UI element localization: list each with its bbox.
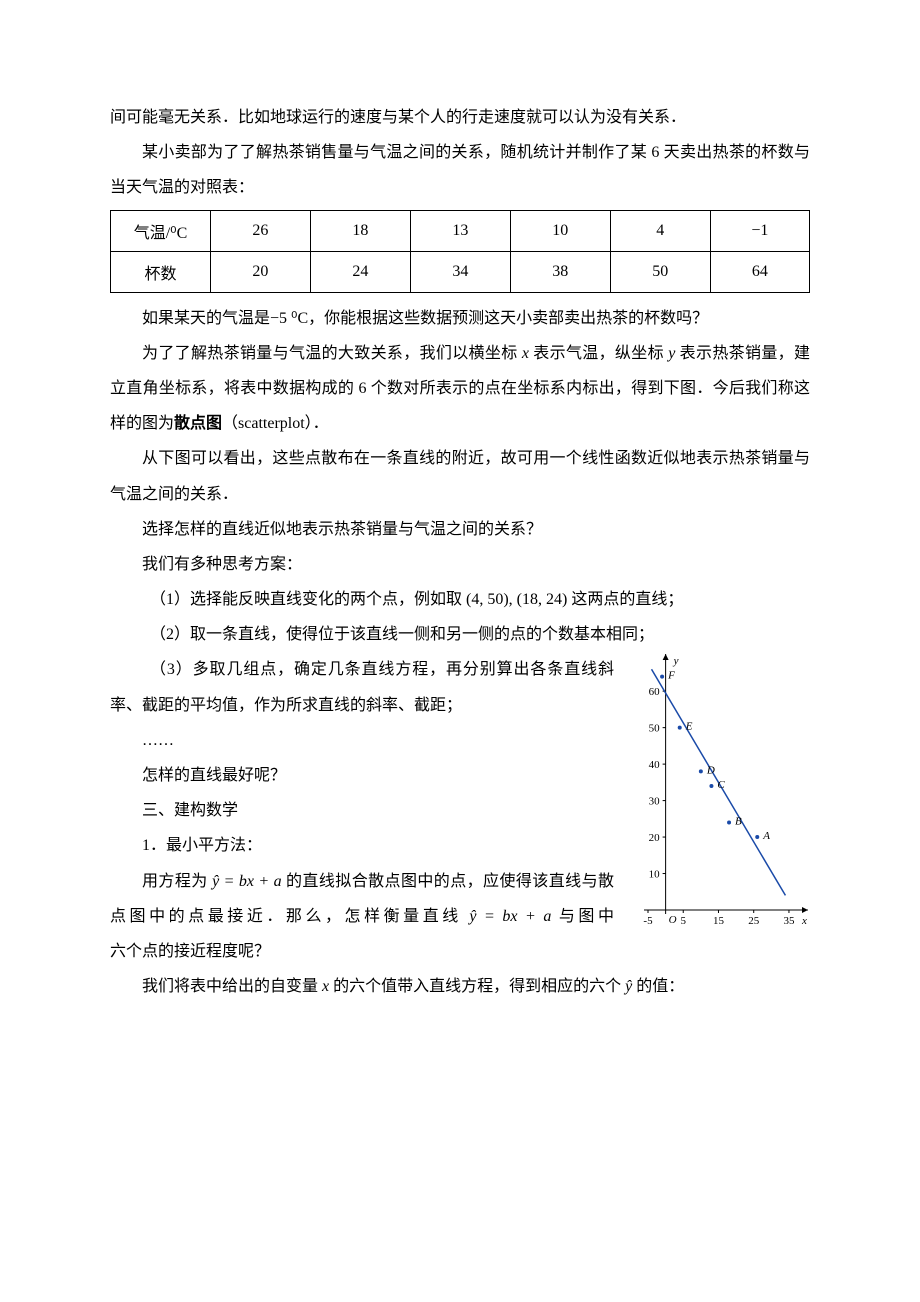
paragraph-15: 用方程为 ŷ = bx + a 的直线拟合散点图中的点，应使得该直线与散点图中的…: [110, 864, 614, 970]
term-bold: 散点图: [174, 415, 222, 432]
text: 用方程为: [142, 873, 212, 890]
text: 我们将表中给出的自变量: [142, 978, 322, 995]
math-eq: ŷ = bx + a: [469, 908, 551, 925]
data-table: 气温/⁰C 26 18 13 10 4 −1 杯数 20 24 34 38 50…: [110, 210, 810, 293]
svg-text:-5: -5: [643, 915, 653, 927]
paragraph-4: 为了了解热茶销量与气温的大致关系，我们以横坐标 x 表示气温，纵坐标 y 表示热…: [110, 336, 810, 442]
table-cell: 20: [210, 251, 310, 292]
table-header-row: 气温/⁰C 26 18 13 10 4 −1: [111, 210, 810, 251]
table-cell: 50: [610, 251, 710, 292]
paragraph-13: 三、建构数学: [110, 793, 614, 828]
svg-text:60: 60: [649, 687, 661, 699]
text: ，你能根据这些数据预测这天小卖部卖出热茶的杯数吗？: [308, 310, 708, 327]
paragraph-12: 怎样的直线最好呢？: [110, 758, 614, 793]
paragraph-3: 如果某天的气温是−5 ⁰C，你能根据这些数据预测这天小卖部卖出热茶的杯数吗？: [110, 301, 810, 336]
table-cell: −1: [710, 210, 809, 251]
table-cell: 38: [510, 251, 610, 292]
svg-text:E: E: [685, 721, 693, 733]
svg-text:20: 20: [649, 832, 661, 844]
text: 的六个值带入直线方程，得到相应的六个: [329, 978, 625, 995]
table-cell: 杯数: [111, 251, 211, 292]
svg-text:C: C: [717, 779, 725, 791]
svg-text:5: 5: [680, 915, 686, 927]
text: 如果某天的气温是: [142, 310, 270, 327]
text: 的值：: [632, 978, 684, 995]
svg-text:30: 30: [649, 796, 661, 808]
svg-text:A: A: [762, 830, 770, 842]
svg-text:40: 40: [649, 760, 661, 772]
paragraph-14: 1．最小平方法：: [110, 828, 614, 863]
svg-text:O: O: [669, 914, 677, 926]
scatter-chart: -5 5 15 25 35 10 20 30 40 50 60 Ox y A B CD E F: [614, 652, 810, 937]
svg-text:D: D: [706, 765, 715, 777]
table-cell: 10: [510, 210, 610, 251]
text-chart-wrap: （3）多取几组点，确定几条直线方程，再分别算出各条直线斜率、截距的平均值，作为所…: [110, 652, 810, 969]
svg-text:y: y: [673, 655, 679, 667]
text: 表示气温，纵坐标: [529, 345, 668, 362]
paragraph-2: 某小卖部为了了解热茶销售量与气温之间的关系，随机统计并制作了某 6 天卖出热茶的…: [110, 135, 810, 205]
paragraph-10: （3）多取几组点，确定几条直线方程，再分别算出各条直线斜率、截距的平均值，作为所…: [110, 652, 614, 722]
paragraph-1: 间可能毫无关系．比如地球运行的速度与某个人的行走速度就可以认为没有关系．: [110, 100, 810, 135]
svg-text:15: 15: [713, 915, 725, 927]
svg-text:25: 25: [748, 915, 760, 927]
text: 为了了解热茶销量与气温的大致关系，我们以横坐标: [142, 345, 522, 362]
svg-text:x: x: [801, 915, 807, 927]
table-cell: 64: [710, 251, 809, 292]
text-temperature: −5 ⁰C: [270, 310, 308, 327]
text: （scatterplot）．: [222, 415, 329, 432]
paragraph-11: ……: [110, 723, 614, 758]
svg-text:50: 50: [649, 723, 661, 735]
table-cell: 13: [410, 210, 510, 251]
document-page: 间可能毫无关系．比如地球运行的速度与某个人的行走速度就可以认为没有关系． 某小卖…: [0, 0, 920, 1302]
math-var: x: [522, 345, 529, 362]
paragraph-7: 我们有多种思考方案：: [110, 547, 810, 582]
table-cell: 26: [210, 210, 310, 251]
paragraph-6: 选择怎样的直线近似地表示热茶销量与气温之间的关系？: [110, 512, 810, 547]
table-row: 杯数 20 24 34 38 50 64: [111, 251, 810, 292]
paragraph-16: 我们将表中给出的自变量 x 的六个值带入直线方程，得到相应的六个 ŷ 的值：: [110, 969, 810, 1004]
paragraph-9: （2）取一条直线，使得位于该直线一侧和另一侧的点的个数基本相同；: [110, 617, 810, 652]
svg-text:F: F: [667, 670, 675, 682]
table-cell: 18: [310, 210, 410, 251]
table-cell: 气温/⁰C: [111, 210, 211, 251]
paragraph-8: （1）选择能反映直线变化的两个点，例如取 (4, 50), (18, 24) 这…: [110, 582, 810, 617]
math-eq: ŷ = bx + a: [212, 873, 281, 890]
paragraph-5: 从下图可以看出，这些点散布在一条直线的附近，故可用一个线性函数近似地表示热茶销量…: [110, 441, 810, 511]
svg-text:B: B: [735, 816, 742, 828]
left-text-column: （3）多取几组点，确定几条直线方程，再分别算出各条直线斜率、截距的平均值，作为所…: [110, 652, 614, 969]
table-cell: 4: [610, 210, 710, 251]
svg-text:35: 35: [783, 915, 795, 927]
scatter-svg: -5 5 15 25 35 10 20 30 40 50 60 Ox y A B CD E F: [620, 652, 810, 932]
table-cell: 24: [310, 251, 410, 292]
table-cell: 34: [410, 251, 510, 292]
svg-text:10: 10: [649, 869, 661, 881]
